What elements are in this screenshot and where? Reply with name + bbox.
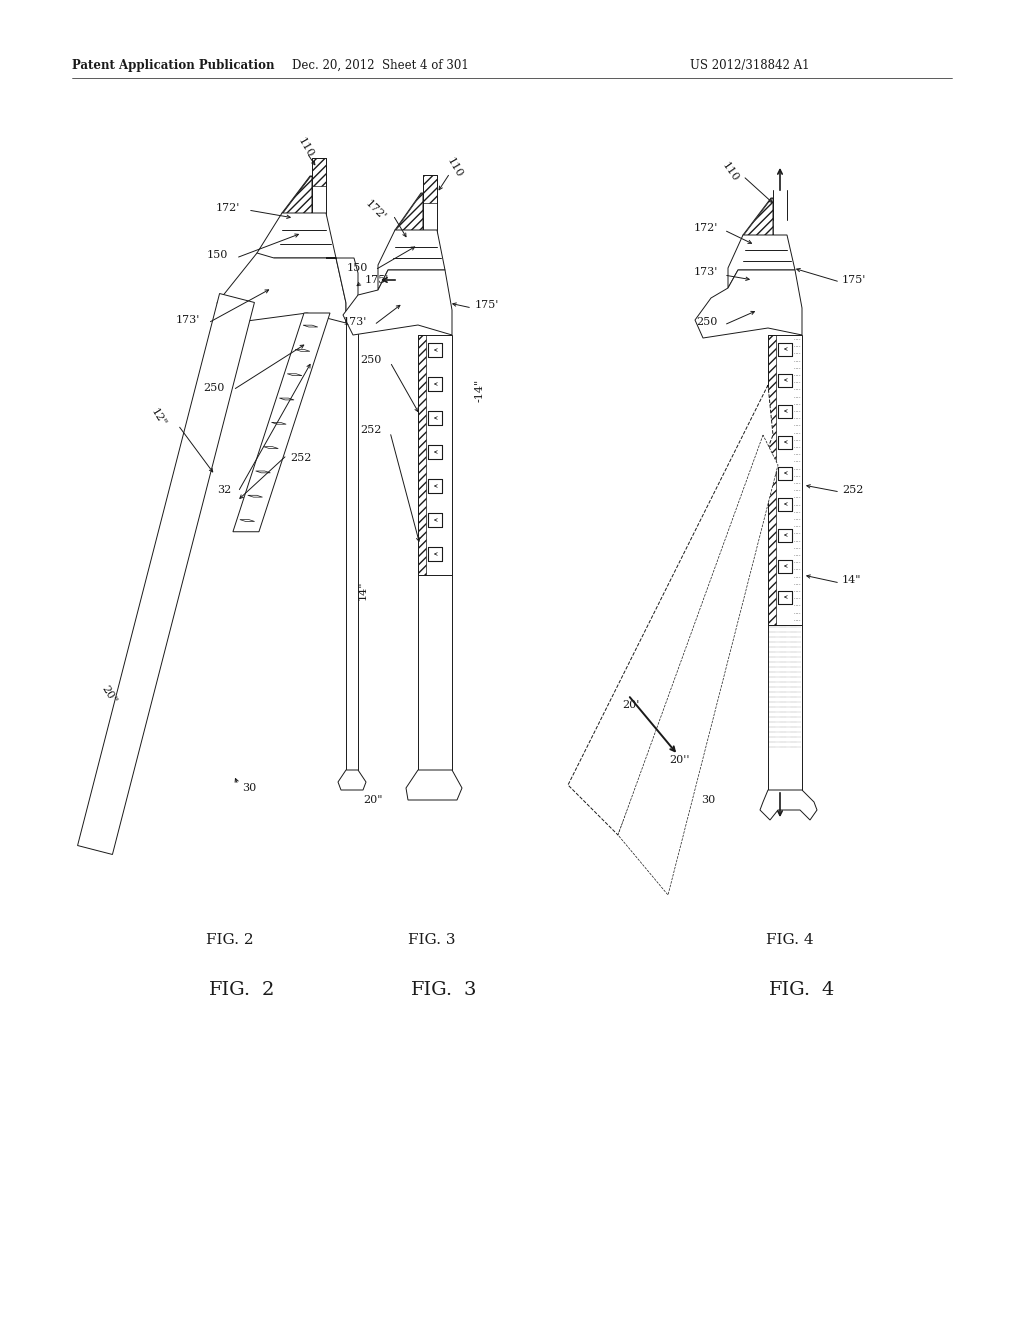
Polygon shape (423, 176, 437, 230)
Text: 250: 250 (360, 355, 382, 366)
Text: 20": 20" (364, 795, 383, 805)
Text: FIG.: FIG. (769, 981, 811, 999)
Polygon shape (418, 335, 452, 576)
Text: 20'': 20'' (670, 755, 690, 766)
Text: Patent Application Publication: Patent Application Publication (72, 58, 274, 71)
Text: 20": 20" (99, 684, 118, 706)
Text: 14": 14" (358, 581, 368, 599)
Text: 20': 20' (623, 700, 640, 710)
Polygon shape (295, 350, 310, 351)
Polygon shape (288, 374, 302, 376)
Text: 175': 175' (475, 300, 500, 310)
Text: 175': 175' (842, 275, 866, 285)
Text: FIG.: FIG. (411, 981, 453, 999)
Polygon shape (728, 235, 795, 288)
Text: 252: 252 (842, 484, 863, 495)
Text: 110: 110 (445, 156, 464, 180)
Text: 30: 30 (242, 783, 256, 793)
Text: 173': 173' (343, 317, 367, 327)
Text: -14": -14" (475, 379, 485, 401)
Polygon shape (760, 789, 817, 820)
Polygon shape (568, 385, 773, 836)
Polygon shape (338, 770, 366, 789)
Polygon shape (240, 520, 255, 521)
Text: FIG. 2: FIG. 2 (206, 933, 254, 946)
Polygon shape (378, 230, 445, 290)
Text: US 2012/318842 A1: US 2012/318842 A1 (690, 58, 810, 71)
Text: 172': 172' (364, 198, 388, 222)
Text: 250: 250 (696, 317, 718, 327)
Text: 172': 172' (216, 203, 240, 213)
Polygon shape (217, 253, 346, 323)
Text: 110: 110 (720, 160, 740, 183)
Text: 30: 30 (700, 795, 715, 805)
Polygon shape (248, 495, 262, 498)
Polygon shape (263, 446, 279, 449)
Polygon shape (271, 422, 286, 424)
Text: FIG. 4: FIG. 4 (766, 933, 814, 946)
Polygon shape (343, 271, 452, 335)
Polygon shape (406, 770, 462, 800)
Text: 32: 32 (217, 484, 231, 495)
Text: 12": 12" (150, 407, 168, 429)
Text: 250: 250 (204, 383, 225, 393)
Text: Dec. 20, 2012  Sheet 4 of 301: Dec. 20, 2012 Sheet 4 of 301 (292, 58, 468, 71)
Text: 3: 3 (464, 981, 476, 999)
Polygon shape (256, 471, 270, 473)
Polygon shape (303, 325, 317, 327)
Text: 14": 14" (842, 576, 861, 585)
Text: FIG.: FIG. (209, 981, 251, 999)
Text: 252: 252 (290, 453, 311, 463)
Text: 173': 173' (176, 315, 200, 325)
Text: 2: 2 (262, 981, 274, 999)
Polygon shape (768, 335, 802, 624)
Polygon shape (78, 293, 254, 854)
Text: 110: 110 (296, 136, 315, 160)
Polygon shape (232, 313, 330, 532)
Text: FIG. 3: FIG. 3 (409, 933, 456, 946)
Text: 252: 252 (360, 425, 382, 436)
Text: 172': 172' (693, 223, 718, 234)
Polygon shape (257, 213, 336, 279)
Polygon shape (280, 399, 294, 400)
Text: 175': 175' (365, 275, 389, 285)
Text: 4: 4 (822, 981, 835, 999)
Text: 150: 150 (347, 263, 368, 273)
Polygon shape (695, 271, 802, 338)
Polygon shape (618, 436, 778, 895)
Polygon shape (326, 257, 358, 327)
Text: 150: 150 (207, 249, 228, 260)
Polygon shape (312, 158, 326, 213)
Text: 173': 173' (693, 267, 718, 277)
